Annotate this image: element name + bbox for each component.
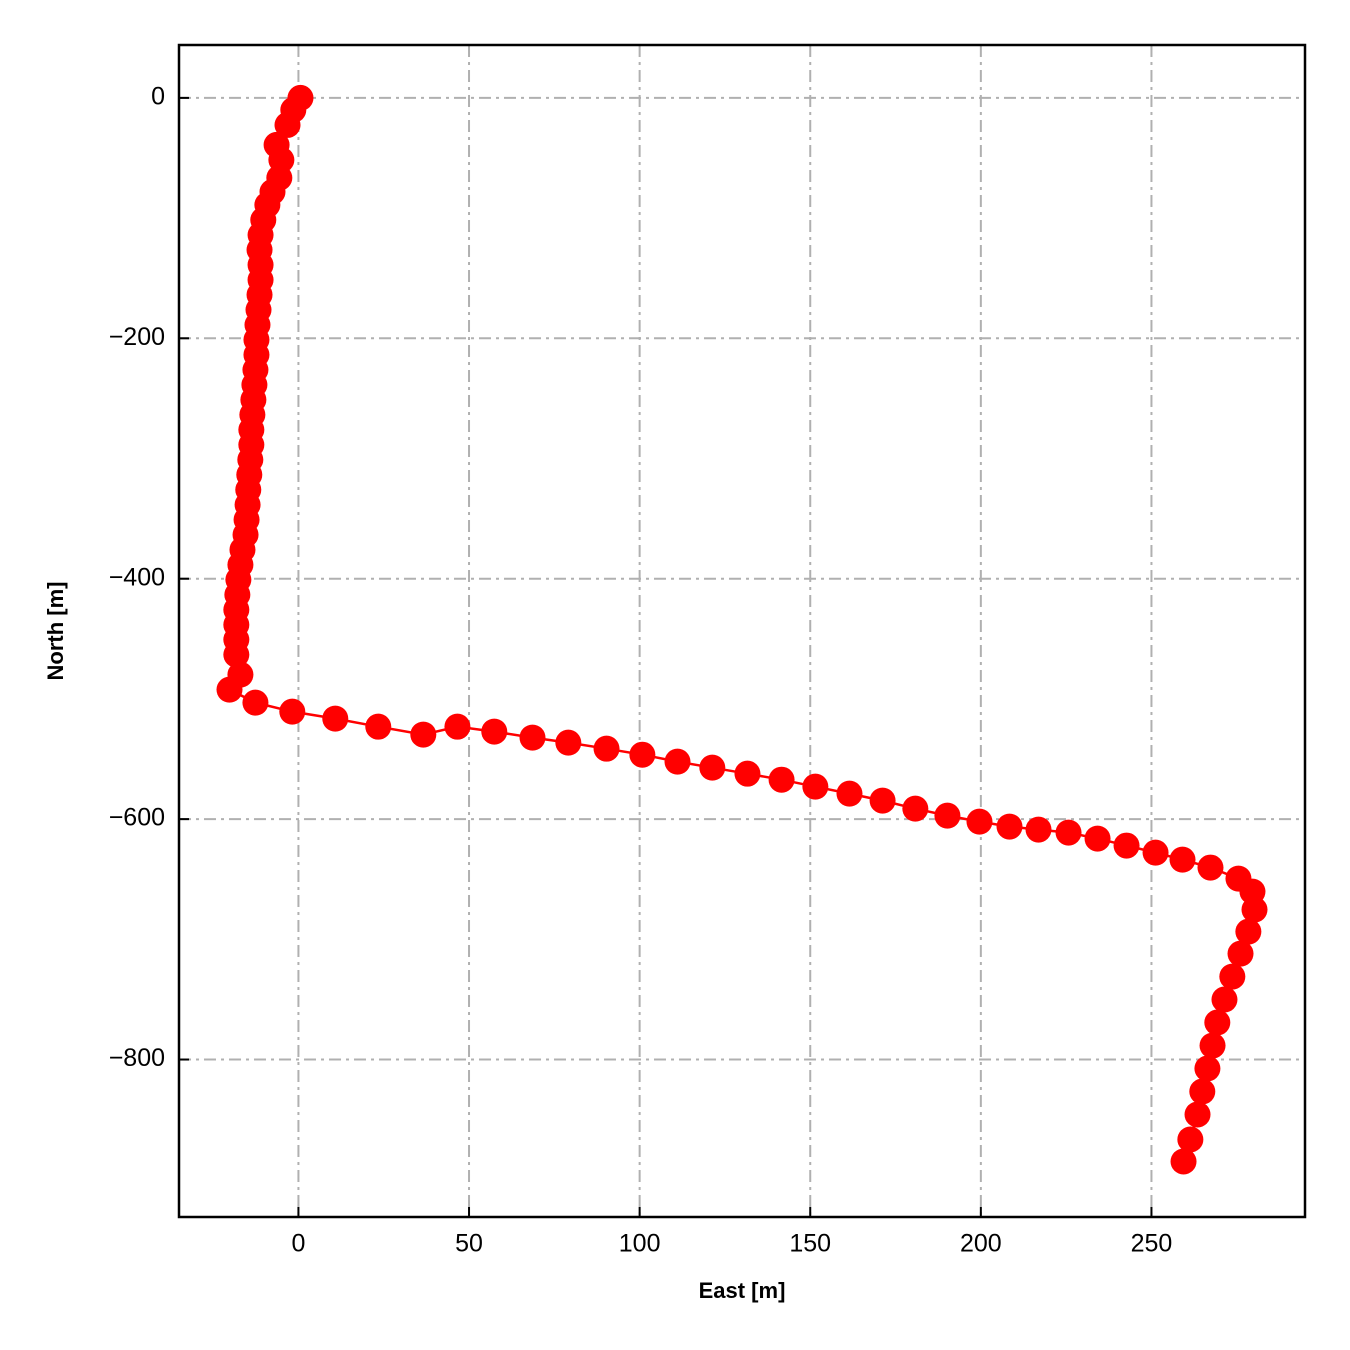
marker bbox=[664, 748, 691, 775]
x-tick-label: 0 bbox=[291, 1230, 305, 1258]
marker bbox=[279, 698, 306, 725]
marker bbox=[934, 802, 961, 829]
marker bbox=[322, 705, 349, 732]
marker bbox=[902, 795, 929, 822]
x-axis-label: East [m] bbox=[699, 1278, 786, 1303]
marker bbox=[1204, 1009, 1231, 1036]
x-tick-label: 100 bbox=[619, 1230, 661, 1258]
marker bbox=[242, 689, 269, 716]
marker bbox=[555, 729, 582, 756]
marker bbox=[1084, 825, 1111, 852]
marker bbox=[699, 754, 726, 781]
marker bbox=[481, 718, 508, 745]
marker bbox=[869, 787, 896, 814]
y-axis-label: North [m] bbox=[43, 582, 68, 681]
marker bbox=[410, 721, 437, 748]
marker bbox=[1184, 1101, 1211, 1128]
marker bbox=[1241, 896, 1268, 923]
marker bbox=[802, 773, 829, 800]
y-tick-label: −400 bbox=[109, 563, 165, 591]
marker bbox=[216, 676, 243, 703]
marker bbox=[1169, 846, 1196, 873]
marker bbox=[519, 724, 546, 751]
marker bbox=[1227, 940, 1254, 967]
marker bbox=[1199, 1032, 1226, 1059]
x-tick-label: 200 bbox=[960, 1230, 1002, 1258]
marker bbox=[1235, 918, 1262, 945]
y-tick-label: −800 bbox=[109, 1044, 165, 1072]
marker bbox=[1211, 986, 1238, 1013]
marker bbox=[365, 713, 392, 740]
marker bbox=[444, 713, 471, 740]
marker bbox=[274, 111, 301, 138]
marker bbox=[1177, 1126, 1204, 1153]
marker bbox=[593, 735, 620, 762]
marker bbox=[1197, 854, 1224, 881]
marker bbox=[1142, 839, 1169, 866]
marker bbox=[1113, 832, 1140, 859]
marker bbox=[768, 766, 795, 793]
marker bbox=[1219, 963, 1246, 990]
y-tick-label: −600 bbox=[109, 804, 165, 832]
marker bbox=[1170, 1148, 1197, 1175]
marker bbox=[223, 641, 250, 668]
marker bbox=[734, 760, 761, 787]
x-tick-label: 250 bbox=[1131, 1230, 1173, 1258]
marker bbox=[1189, 1078, 1216, 1105]
x-tick-label: 150 bbox=[789, 1230, 831, 1258]
x-tick-label: 50 bbox=[455, 1230, 483, 1258]
marker bbox=[996, 813, 1023, 840]
marker bbox=[966, 808, 993, 835]
marker bbox=[629, 741, 656, 768]
y-tick-label: 0 bbox=[151, 82, 165, 110]
marker bbox=[836, 780, 863, 807]
marker bbox=[1055, 819, 1082, 846]
marker bbox=[1025, 816, 1052, 843]
marker bbox=[1194, 1055, 1221, 1082]
plot-frame bbox=[177, 43, 1307, 1219]
y-tick-label: −200 bbox=[109, 323, 165, 351]
